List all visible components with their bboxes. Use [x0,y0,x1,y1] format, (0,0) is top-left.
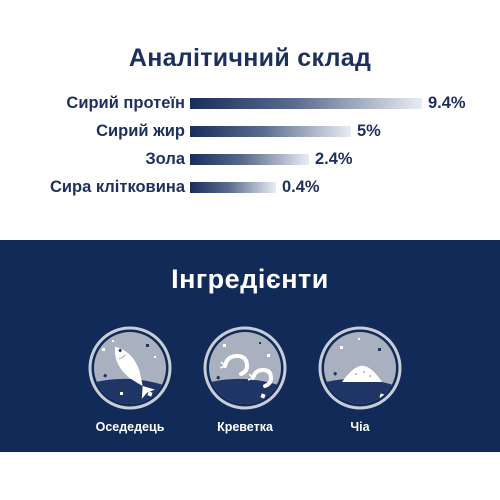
ingredients-section: Інгредієнти [0,240,500,452]
analysis-section: Аналітичний склад Сирий протеїн 9.4% Сир… [0,0,500,240]
analysis-value: 0.4% [282,178,320,196]
ingredient-label: Оседедець [95,420,165,434]
ingredients-title: Інгредієнти [171,264,329,294]
analysis-label: Сира клітковина [49,178,185,196]
analysis-label: Зола [145,150,185,168]
analysis-label: Сирий жир [96,122,185,140]
ingredient-label: Креветка [217,420,273,434]
analysis-row-fiber: Сира клітковина 0.4% [0,176,500,198]
analysis-bar [190,126,351,137]
analysis-row-protein: Сирий протеїн 9.4% [0,92,500,114]
analysis-value: 5% [357,122,381,140]
shrimp-icon [203,326,287,410]
ingredient-chia: Чіа [318,326,402,434]
analysis-row-fat: Сирий жир 5% [0,120,500,142]
footer-area [0,452,500,500]
analysis-bar [190,98,422,109]
analysis-bar [190,182,276,193]
ingredient-label: Чіа [350,420,370,434]
analysis-bar [190,154,309,165]
ingredient-herring: Оседедець [88,326,172,434]
analysis-value: 2.4% [315,150,353,168]
ingredient-shrimp: Креветка [203,326,287,434]
herring-icon [88,326,172,410]
analysis-row-ash: Зола 2.4% [0,148,500,170]
analysis-label: Сирий протеїн [66,94,185,112]
chia-seeds-icon [318,326,402,410]
analysis-title: Аналітичний склад [128,44,372,72]
analysis-value: 9.4% [428,94,466,112]
